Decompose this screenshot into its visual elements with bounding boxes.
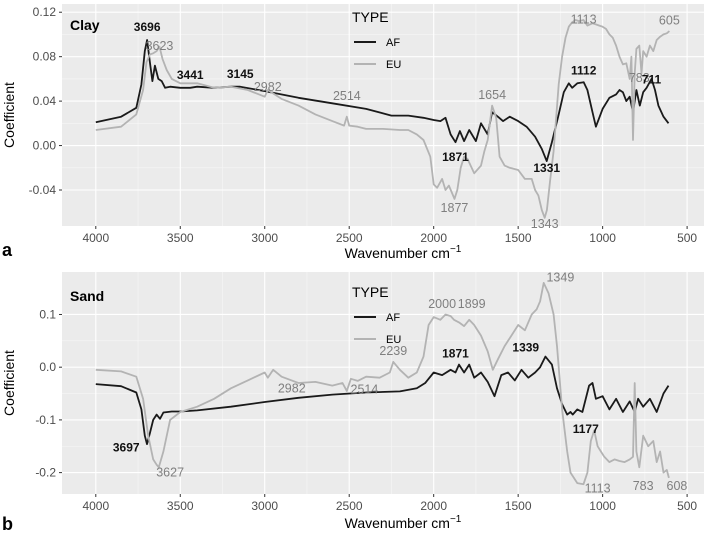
legend-title: TYPE [352, 284, 389, 300]
x-tick-label: 3000 [251, 231, 278, 245]
peak-label-eu: 2514 [333, 89, 361, 103]
legend-label-eu: EU [386, 59, 401, 71]
x-tick-label: 2500 [336, 231, 363, 245]
peak-label-af: 1177 [573, 422, 599, 436]
x-tick-label: 500 [677, 499, 697, 513]
legend-label-af: AF [386, 37, 400, 49]
y-tick-label: 0.12 [33, 5, 57, 19]
x-tick-label: 2000 [420, 231, 447, 245]
legend: TYPE AF EU [352, 9, 401, 71]
plot-panel-background [62, 272, 704, 494]
legend-label-af: AF [386, 312, 400, 324]
series-line-eu [95, 282, 670, 486]
peak-label-af: 3441 [177, 68, 204, 82]
peak-label-af: 1331 [533, 161, 560, 175]
peak-label-af: 1871 [442, 347, 469, 361]
y-tick-label: 0.1 [39, 307, 56, 321]
peak-label-eu: 3623 [146, 39, 174, 53]
x-tick-label: 2000 [420, 499, 447, 513]
y-tick-label: 0.04 [33, 94, 57, 108]
y-tick-label: 0.0 [39, 360, 56, 374]
series-line-af [95, 355, 670, 445]
x-tick-label: 2500 [336, 499, 363, 513]
x-tick-label: 1500 [505, 499, 532, 513]
peak-label-eu: 2982 [278, 381, 306, 395]
peak-label-af: 711 [642, 72, 662, 86]
peak-label-eu: 1113 [571, 12, 597, 26]
x-axis-title-exponent: −1 [450, 514, 462, 525]
x-tick-label: 3500 [167, 231, 194, 245]
x-tick-label: 4000 [82, 499, 109, 513]
peak-label-eu: 3627 [156, 465, 184, 479]
panel-title: Clay [70, 17, 100, 33]
panel-letter: a [2, 240, 13, 260]
x-tick-label: 3000 [251, 499, 278, 513]
legend-label-eu: EU [386, 334, 401, 346]
x-tick-label: 1500 [505, 231, 532, 245]
plot-panel-background [62, 4, 704, 226]
peak-label-eu: 2239 [379, 344, 407, 358]
panel-letter: b [2, 514, 13, 534]
series-line-eu [95, 19, 670, 219]
y-axis-title: Coefficient [1, 82, 17, 148]
x-axis-title-exponent: −1 [450, 244, 462, 255]
x-tick-label: 1000 [589, 499, 616, 513]
peak-label-eu: 2982 [254, 80, 282, 94]
y-tick-label: 0.08 [33, 50, 57, 64]
y-axis-title: Coefficient [1, 350, 17, 416]
panel-b-sand: 4000 3500 3000 2500 2000 1500 1000 500 -0.2 -0.1 0… [1, 270, 704, 534]
panel-a-clay: 4000 3500 3000 2500 2000 1500 1000 500 -0.04 0.00… [1, 4, 704, 261]
peak-label-eu: 1654 [478, 88, 506, 102]
peak-label-eu: 1877 [441, 201, 469, 215]
y-tick-label: -0.1 [35, 413, 56, 427]
x-tick-label: 1000 [589, 231, 616, 245]
peak-label-eu: 1113 [585, 482, 611, 496]
peak-label-eu: 608 [667, 479, 688, 493]
peak-label-eu: 783 [633, 479, 654, 493]
panel-title: Sand [70, 288, 104, 304]
peak-label-eu: 1899 [458, 297, 486, 311]
peak-label-eu: 1349 [546, 270, 574, 284]
peak-label-af: 3145 [227, 67, 254, 81]
y-tick-label: -0.2 [35, 466, 56, 480]
x-axis-title: Wavenumber cm−1 [345, 514, 462, 531]
legend: TYPE AF EU [352, 284, 401, 346]
peak-label-eu: 2514 [351, 383, 379, 397]
y-tick-label: -0.04 [29, 183, 57, 197]
x-axis-title: Wavenumber cm−1 [345, 244, 462, 261]
x-tick-label: 4000 [82, 231, 109, 245]
peak-label-af: 1339 [512, 340, 539, 354]
peak-label-eu: 2000 [428, 297, 456, 311]
peak-label-af: 1871 [442, 150, 469, 164]
peak-label-af: 1112 [571, 63, 597, 77]
legend-title: TYPE [352, 9, 389, 25]
peak-label-eu: 1343 [531, 217, 559, 231]
peak-label-eu: 605 [659, 13, 680, 27]
x-tick-label: 500 [677, 231, 697, 245]
x-tick-label: 3500 [167, 499, 194, 513]
peak-label-eu: 783 [629, 71, 650, 85]
peak-label-af: 3697 [113, 441, 140, 455]
y-tick-label: 0.00 [33, 139, 57, 153]
peak-label-af: 3696 [134, 20, 161, 34]
